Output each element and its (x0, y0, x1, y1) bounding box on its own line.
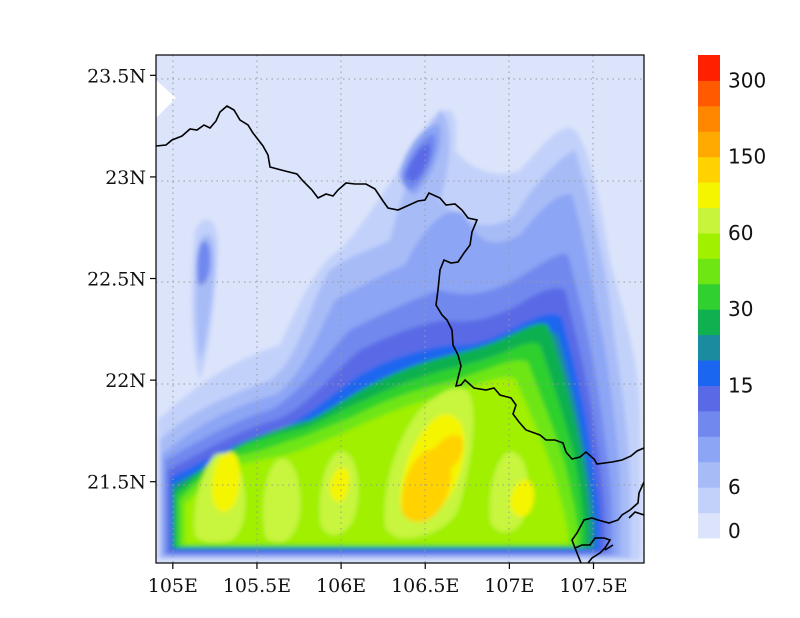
colorbar-label: 150 (728, 145, 766, 169)
national-border (156, 105, 644, 465)
colorbar-swatch (698, 360, 720, 386)
colorbar-label: 0 (728, 519, 741, 543)
colorbar-swatch (698, 461, 720, 488)
colorbar-label: 30 (728, 297, 753, 321)
y-axis: 21.5N 22N 22.5N 23N 23.5N (87, 65, 156, 494)
colorbar-swatch (698, 80, 720, 107)
colorbar-swatch (698, 334, 720, 361)
plot-area (156, 55, 644, 563)
y-tick-label: 23N (105, 167, 146, 189)
x-axis: 105E 105.5E 106E 106.5E 107E 107.5E (148, 563, 628, 597)
colorbar-swatch (698, 436, 720, 463)
colorbar-swatch (698, 232, 720, 259)
x-tick-label: 106.5E (391, 575, 459, 597)
precipitation-field (158, 110, 641, 560)
x-tick-label: 107.5E (559, 575, 627, 597)
colorbar-swatch (698, 512, 720, 539)
contour-level-14 (401, 435, 464, 522)
colorbar-swatch (698, 410, 720, 437)
x-tick-label: 105.5E (223, 575, 291, 597)
x-tick-label: 106E (316, 575, 366, 597)
y-tick-label: 21.5N (87, 472, 146, 494)
colorbar-swatch (698, 258, 720, 285)
colorbar-swatch (698, 385, 720, 412)
colorbar-swatch (698, 156, 720, 183)
colorbar-label: 60 (728, 221, 753, 245)
colorbar-swatch (698, 55, 720, 81)
y-tick-label: 22N (105, 370, 146, 392)
colorbar-swatch (698, 207, 720, 234)
x-tick-label: 107E (484, 575, 534, 597)
colorbar-swatch (698, 131, 720, 158)
y-tick-label: 22.5N (87, 269, 146, 291)
missing-data-notch (156, 80, 176, 118)
colorbar-swatch (698, 105, 720, 132)
graticule (156, 55, 644, 563)
colorbar-swatch (698, 487, 720, 514)
y-tick-label: 23.5N (87, 65, 146, 87)
colorbar-swatch (698, 309, 720, 336)
colorbar-swatch (698, 182, 720, 209)
colorbar-label: 300 (728, 68, 766, 92)
colorbar: 0 6 15 30 60 150 300 (698, 55, 766, 543)
coastline-southeast (571, 481, 644, 563)
colorbar-swatch (698, 283, 720, 310)
plot-frame (155, 54, 645, 564)
colorbar-label: 15 (728, 373, 753, 397)
x-tick-label: 105E (148, 575, 198, 597)
colorbar-label: 6 (728, 475, 741, 499)
